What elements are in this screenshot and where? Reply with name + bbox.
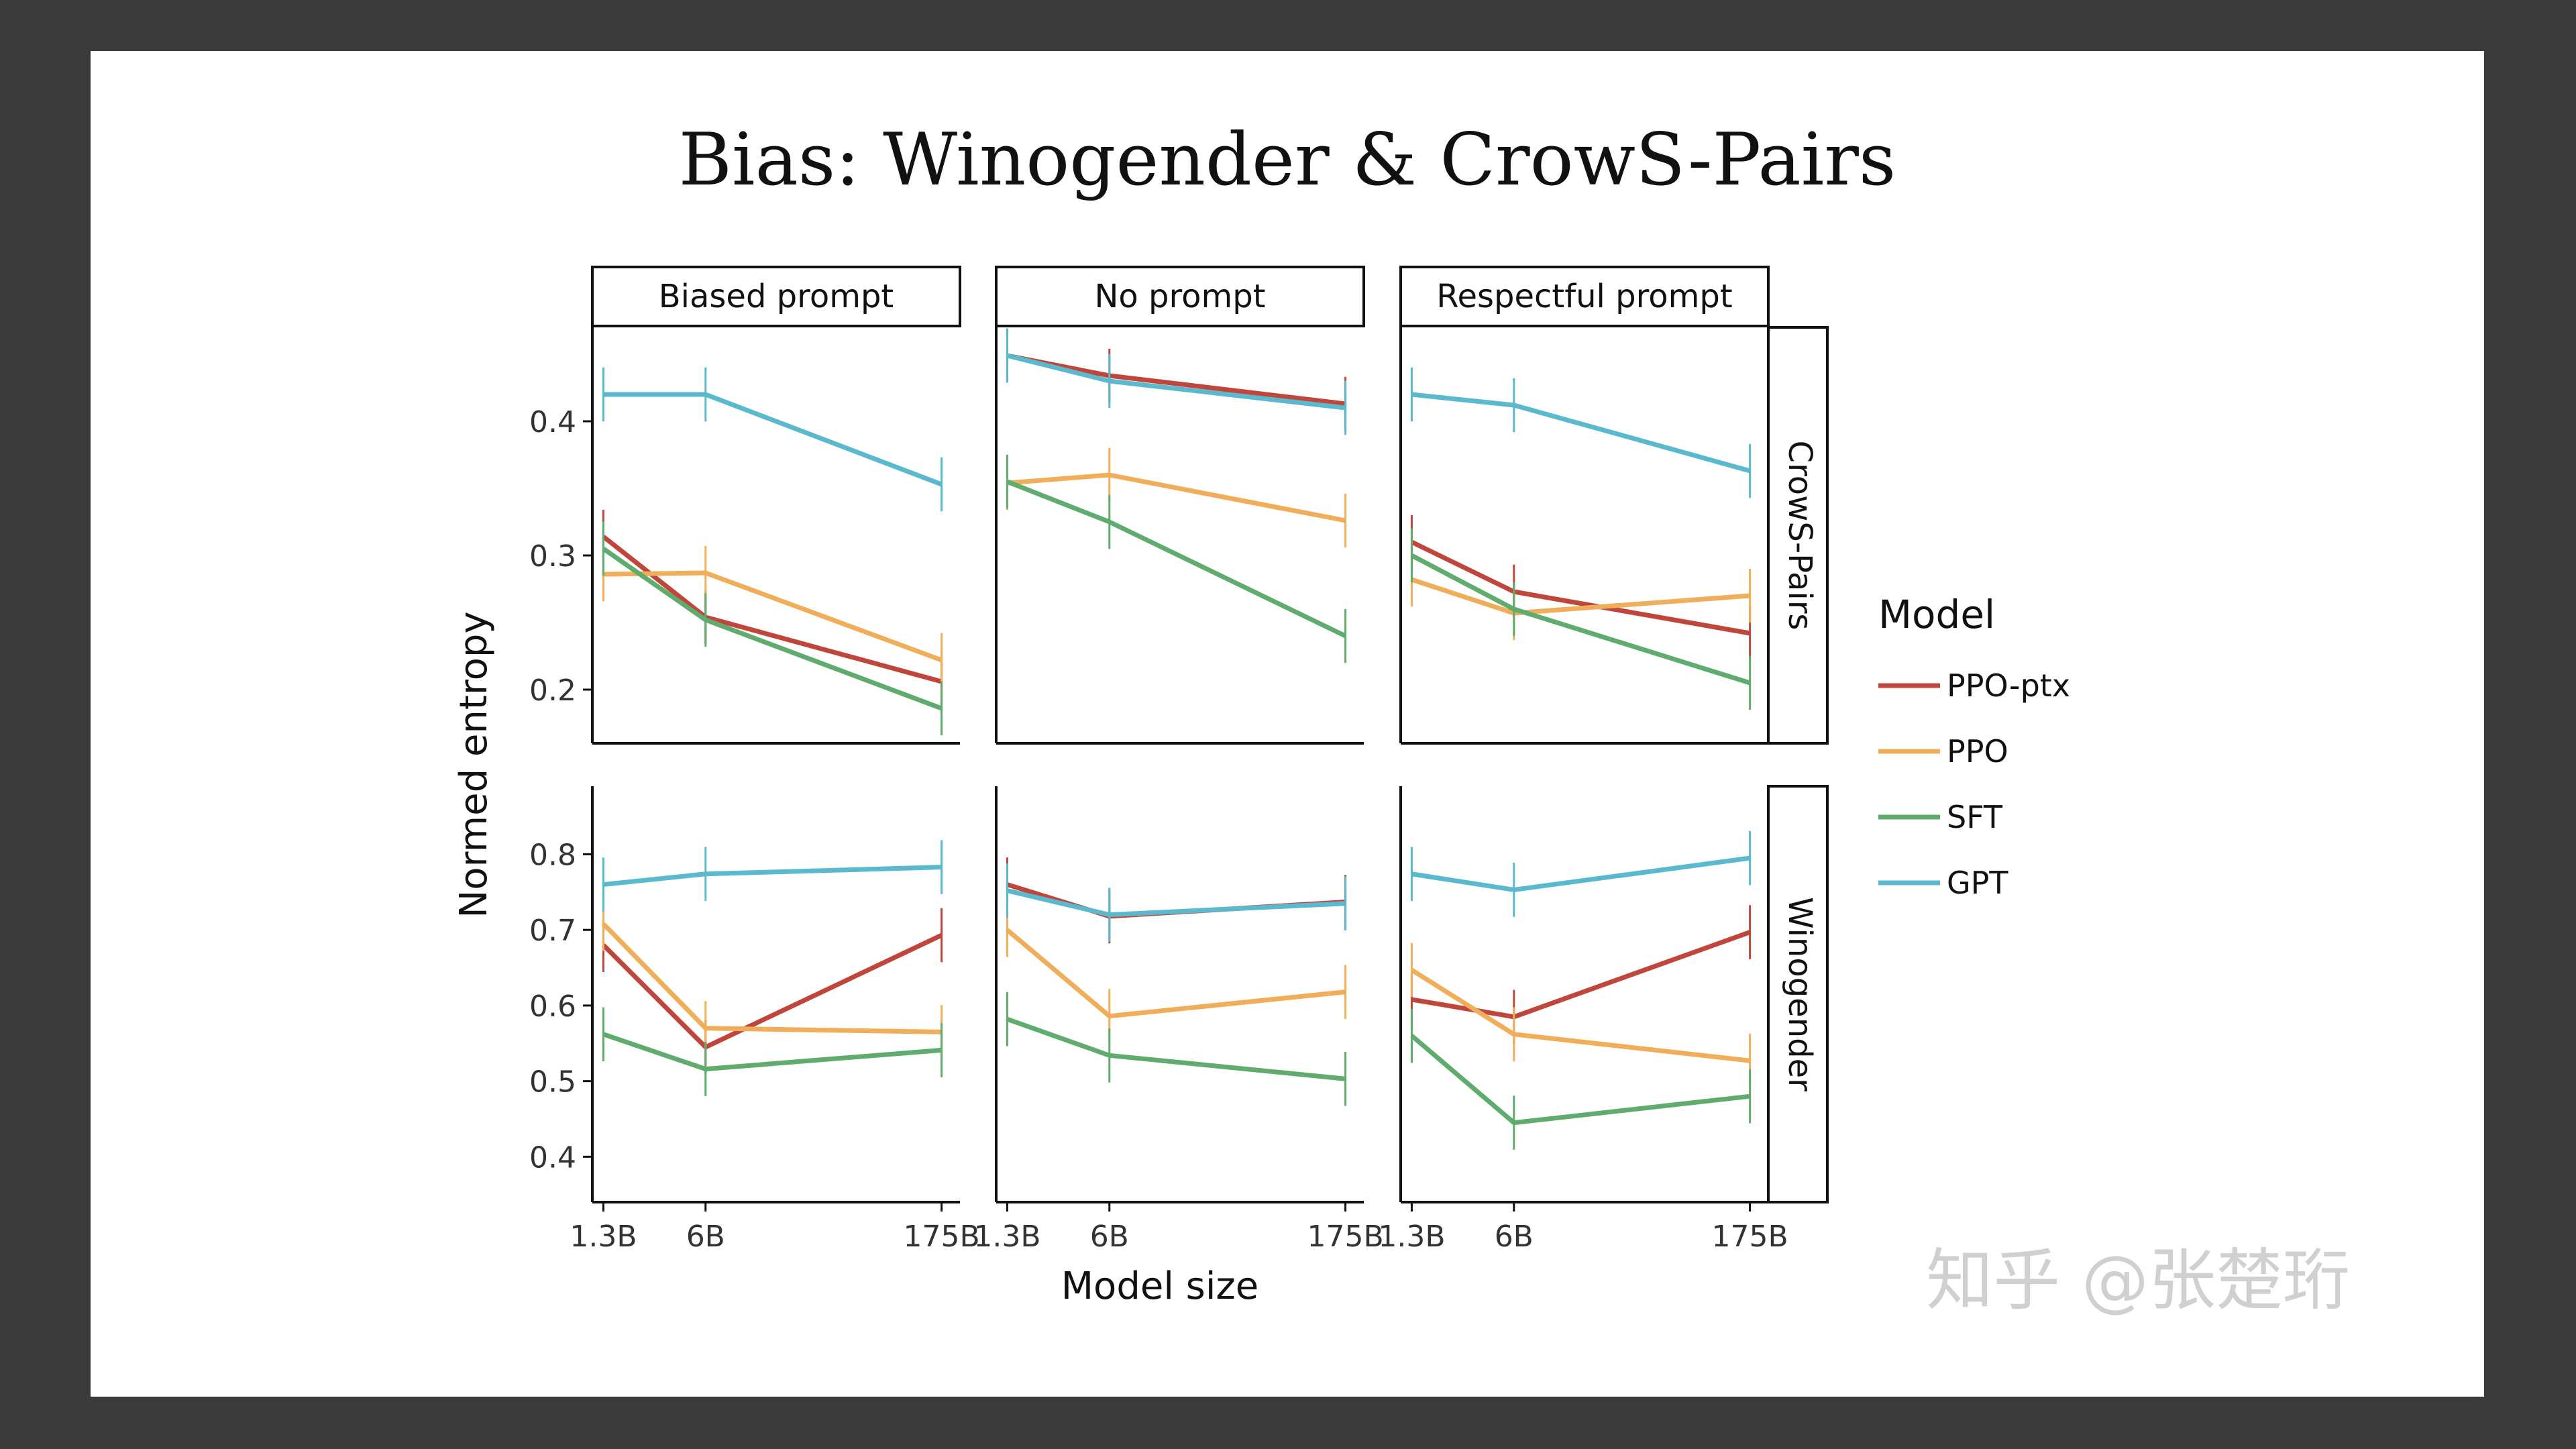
series-line-sft [1006, 479, 1347, 639]
x-tick-label: 175B [1712, 1220, 1788, 1254]
strip-respectful-prompt [1399, 266, 1770, 327]
series-line-ppo [1410, 967, 1750, 1063]
y-tick-label: 0.8 [529, 838, 576, 872]
row-strip-label: Winogender [1781, 897, 1819, 1091]
x-axis-title: Model size [1061, 1265, 1259, 1308]
legend-label: SFT [1947, 799, 2003, 835]
series-line-ppo-ptx [602, 535, 943, 684]
y-tick-label: 0.6 [529, 989, 576, 1024]
x-tick-label: 175B [904, 1220, 980, 1254]
series-line-gpt [603, 392, 943, 487]
row-strip-label: CrowS-Pairs [1781, 441, 1819, 631]
faceted-line-chart: Biased prompt No prompt Respectful prompt C… [452, 266, 2070, 1308]
series-line-ppo [1006, 928, 1346, 1019]
slide-title: Bias: Winogender & CrowS-Pairs [678, 118, 1896, 202]
legend-label: PPO [1947, 733, 2008, 769]
strip-label: Respectful prompt [1436, 278, 1732, 315]
series-line-sft [1006, 1016, 1346, 1081]
y-tick-label: 0.5 [529, 1065, 576, 1099]
watermark: 知乎 @张楚珩 [1926, 1241, 2350, 1320]
legend-title: Model [1878, 592, 1995, 637]
x-tick-label: 1.3B [570, 1220, 637, 1254]
series-line-sft [602, 1032, 942, 1072]
series-line-sft [1410, 1034, 1750, 1126]
series-line-gpt [1411, 855, 1751, 892]
y-axis-title: Normed entropy [452, 611, 496, 918]
y-tick-label: 0.7 [529, 914, 576, 948]
strip-label: Biased prompt [659, 278, 894, 315]
series-line-sft [1410, 553, 1751, 686]
x-tick-label: 6B [1090, 1220, 1129, 1254]
strip-label: No prompt [1094, 278, 1265, 315]
row-strip-crows-pairs [1767, 326, 1829, 745]
series-line-ppo-ptx [1410, 539, 1751, 636]
series-line-gpt [603, 865, 942, 888]
x-tick-label: 1.3B [1378, 1220, 1445, 1254]
row-strip-winogender [1767, 785, 1829, 1203]
legend-label: GPT [1947, 865, 2008, 901]
series-line-gpt [1411, 392, 1751, 474]
x-tick-label: 175B [1307, 1220, 1384, 1254]
strip-no-prompt [995, 266, 1365, 327]
y-tick-label: 0.2 [529, 674, 576, 708]
x-tick-label: 6B [1495, 1220, 1534, 1254]
strip-biased-prompt [591, 266, 961, 327]
x-tick-label: 6B [686, 1220, 725, 1254]
legend-label: PPO-ptx [1947, 667, 2070, 704]
y-tick-label: 0.4 [529, 405, 576, 439]
series-line-ppo-ptx [1006, 353, 1346, 407]
slide: Bias: Winogender & CrowS-Pairs Biased pr… [91, 51, 2484, 1397]
y-tick-label: 0.3 [529, 539, 576, 574]
y-tick-label: 0.4 [529, 1140, 576, 1175]
series-line-ppo [1007, 472, 1346, 523]
x-tick-label: 1.3B [973, 1220, 1040, 1254]
